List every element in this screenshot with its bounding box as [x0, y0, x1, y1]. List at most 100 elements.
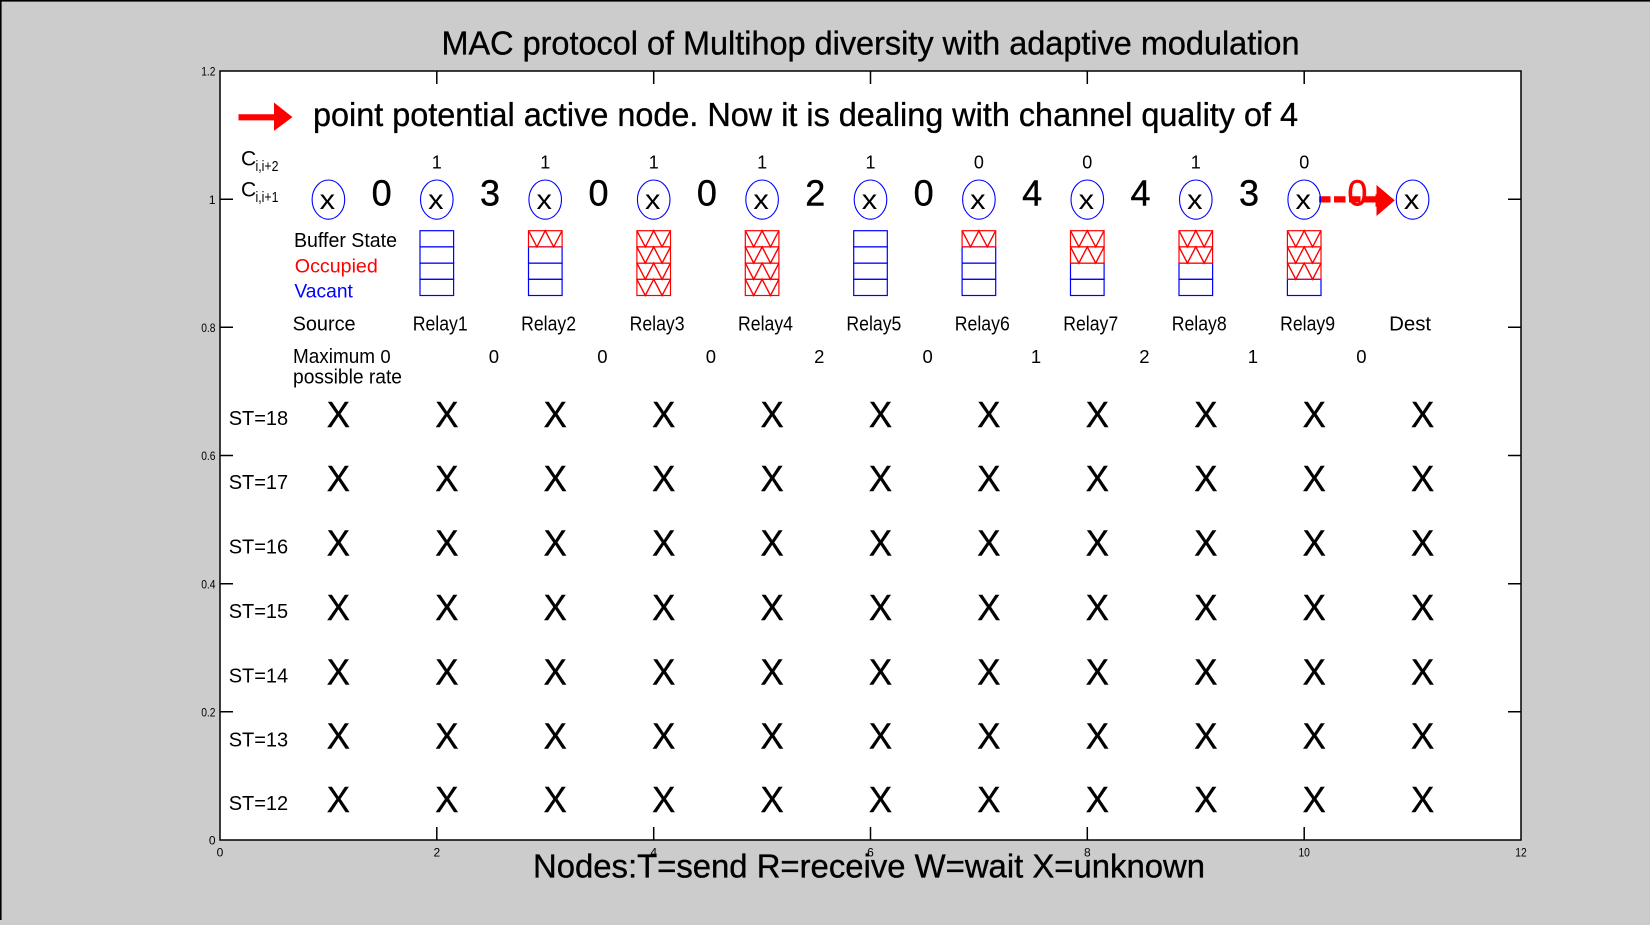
- svg-text:X: X: [1194, 715, 1217, 756]
- svg-text:4: 4: [1130, 172, 1150, 213]
- svg-text:X: X: [435, 522, 458, 563]
- svg-text:X: X: [869, 715, 892, 756]
- svg-text:0: 0: [489, 346, 499, 367]
- svg-text:x: x: [320, 184, 336, 215]
- svg-text:X: X: [977, 587, 1000, 628]
- svg-text:X: X: [977, 715, 1000, 756]
- svg-text:X: X: [327, 779, 350, 820]
- svg-text:Relay7: Relay7: [1063, 313, 1118, 335]
- svg-text:2: 2: [805, 172, 825, 213]
- svg-text:Relay2: Relay2: [521, 313, 576, 335]
- svg-text:X: X: [327, 394, 350, 435]
- svg-text:X: X: [1086, 715, 1109, 756]
- svg-text:X: X: [977, 458, 1000, 499]
- svg-text:0: 0: [1299, 153, 1309, 173]
- svg-text:MAC protocol of Multihop diver: MAC protocol of Multihop diversity with …: [442, 24, 1300, 61]
- svg-text:2: 2: [814, 346, 824, 367]
- svg-text:Dest: Dest: [1389, 313, 1431, 335]
- svg-text:X: X: [1411, 715, 1434, 756]
- svg-text:X: X: [869, 587, 892, 628]
- svg-text:X: X: [544, 522, 567, 563]
- svg-text:X: X: [869, 458, 892, 499]
- svg-text:Nodes:T=send R=receive W=wait: Nodes:T=send R=receive W=wait X=unknown: [533, 848, 1205, 885]
- svg-text:ST=17: ST=17: [229, 472, 288, 494]
- svg-text:x: x: [862, 184, 878, 215]
- svg-text:X: X: [435, 651, 458, 692]
- svg-text:1.2: 1.2: [201, 65, 216, 79]
- svg-text:10: 10: [1298, 846, 1310, 860]
- svg-text:X: X: [1411, 651, 1434, 692]
- svg-text:X: X: [1411, 394, 1434, 435]
- svg-text:i,i+2: i,i+2: [256, 159, 279, 175]
- svg-text:0: 0: [697, 172, 717, 213]
- svg-text:X: X: [761, 715, 784, 756]
- svg-text:X: X: [869, 779, 892, 820]
- svg-text:ST=18: ST=18: [229, 408, 288, 430]
- svg-text:0: 0: [209, 834, 216, 848]
- svg-text:X: X: [761, 587, 784, 628]
- svg-text:x: x: [645, 184, 661, 215]
- svg-text:X: X: [869, 394, 892, 435]
- svg-text:x: x: [970, 184, 986, 215]
- svg-text:i,i+1: i,i+1: [256, 190, 279, 206]
- svg-text:possible rate: possible rate: [293, 367, 402, 389]
- svg-text:3: 3: [1239, 172, 1259, 213]
- svg-text:X: X: [544, 715, 567, 756]
- svg-text:2: 2: [1139, 346, 1149, 367]
- svg-text:0: 0: [1347, 172, 1367, 213]
- svg-text:point potential active node. N: point potential active node. Now it is d…: [313, 96, 1298, 133]
- svg-text:X: X: [435, 715, 458, 756]
- svg-text:x: x: [1187, 184, 1203, 215]
- svg-text:X: X: [652, 715, 675, 756]
- svg-text:12: 12: [1515, 846, 1527, 860]
- svg-text:X: X: [1303, 394, 1326, 435]
- svg-text:0: 0: [217, 846, 224, 860]
- svg-text:0: 0: [706, 346, 716, 367]
- svg-text:6: 6: [867, 846, 874, 860]
- svg-text:C: C: [241, 147, 256, 170]
- svg-text:x: x: [753, 184, 769, 215]
- svg-text:X: X: [761, 522, 784, 563]
- svg-text:0: 0: [914, 172, 934, 213]
- svg-text:X: X: [435, 779, 458, 820]
- svg-text:1: 1: [1031, 346, 1041, 367]
- svg-text:Occupied: Occupied: [295, 256, 378, 278]
- svg-text:0.6: 0.6: [201, 449, 216, 463]
- svg-text:X: X: [1086, 522, 1109, 563]
- svg-text:1: 1: [649, 153, 659, 173]
- svg-text:Relay3: Relay3: [630, 313, 685, 335]
- svg-text:ST=14: ST=14: [229, 665, 288, 687]
- svg-text:Relay1: Relay1: [413, 313, 468, 335]
- svg-text:3: 3: [480, 172, 500, 213]
- svg-text:X: X: [869, 522, 892, 563]
- svg-text:0: 0: [923, 346, 933, 367]
- svg-text:X: X: [435, 458, 458, 499]
- svg-text:X: X: [1411, 458, 1434, 499]
- svg-text:0.2: 0.2: [201, 705, 216, 719]
- svg-text:0: 0: [1356, 346, 1366, 367]
- svg-text:0.4: 0.4: [201, 577, 216, 591]
- svg-text:x: x: [1296, 184, 1312, 215]
- svg-text:Relay8: Relay8: [1172, 313, 1227, 335]
- svg-text:X: X: [652, 587, 675, 628]
- svg-text:X: X: [1303, 715, 1326, 756]
- svg-text:X: X: [1086, 779, 1109, 820]
- svg-text:X: X: [435, 394, 458, 435]
- svg-text:X: X: [435, 587, 458, 628]
- svg-text:X: X: [1194, 779, 1217, 820]
- svg-text:X: X: [327, 458, 350, 499]
- svg-text:X: X: [1086, 587, 1109, 628]
- svg-text:1: 1: [1191, 153, 1201, 173]
- svg-text:X: X: [1194, 522, 1217, 563]
- svg-text:X: X: [1194, 394, 1217, 435]
- svg-text:X: X: [652, 458, 675, 499]
- svg-text:Buffer State: Buffer State: [294, 230, 397, 252]
- svg-text:X: X: [761, 651, 784, 692]
- svg-text:X: X: [977, 522, 1000, 563]
- svg-text:Vacant: Vacant: [294, 281, 353, 303]
- svg-text:x: x: [1404, 184, 1420, 215]
- svg-text:X: X: [1194, 651, 1217, 692]
- svg-text:X: X: [327, 522, 350, 563]
- svg-text:x: x: [428, 184, 444, 215]
- svg-text:0: 0: [974, 153, 984, 173]
